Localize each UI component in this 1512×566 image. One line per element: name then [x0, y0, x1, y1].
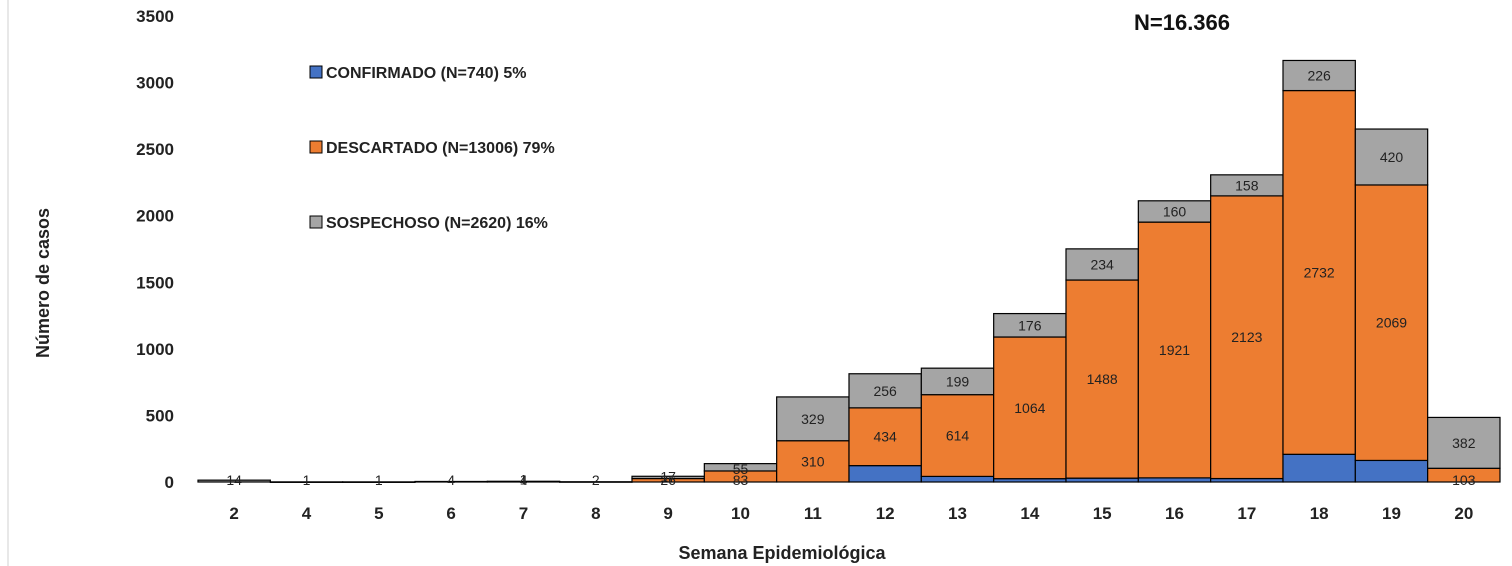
bar-segment — [920, 367, 995, 396]
x-tick-label: 16 — [1165, 504, 1184, 523]
data-label: 4 — [447, 472, 455, 488]
legend-label: SOSPECHOSO (N=2620) 16% — [326, 215, 548, 232]
x-tick-label: 7 — [519, 504, 528, 523]
x-tick-label: 14 — [1020, 504, 1039, 523]
y-tick-label: 3000 — [136, 74, 174, 93]
data-label: 434 — [873, 429, 897, 445]
x-tick-label: 18 — [1310, 504, 1329, 523]
x-tick-label: 17 — [1237, 504, 1256, 523]
y-tick-label: 1000 — [136, 340, 174, 359]
data-label: 55 — [733, 461, 749, 477]
bar-segment — [1427, 416, 1501, 469]
bar-segment — [1210, 195, 1284, 480]
x-tick-label: 4 — [302, 504, 312, 523]
data-label: 1 — [303, 472, 311, 488]
data-label: 310 — [801, 453, 825, 469]
legend-label: DESCARTADO (N=13006) 79% — [326, 140, 555, 157]
x-tick-label: 20 — [1454, 504, 1473, 523]
y-tick-label: 0 — [165, 473, 174, 492]
x-tick-label: 2 — [229, 504, 238, 523]
data-label: 83 — [733, 472, 749, 488]
y-axis: 0 500 1000 1500 2000 2500 3000 3500 — [136, 7, 174, 492]
data-label: 329 — [801, 411, 825, 427]
data-label: 256 — [873, 383, 897, 399]
x-axis-title: Semana Epidemiológica — [678, 543, 886, 563]
x-tick-label: 8 — [591, 504, 600, 523]
data-label: 1064 — [1014, 400, 1045, 416]
bar-segment — [776, 396, 850, 442]
legend: CONFIRMADO (N=740) 5% DESCARTADO (N=13006… — [309, 65, 555, 232]
y-tick-label: 2500 — [136, 140, 174, 159]
x-tick-label: 10 — [731, 504, 750, 523]
data-label: 226 — [1307, 68, 1331, 84]
y-tick-label: 2000 — [136, 207, 174, 226]
data-label: 1 — [520, 471, 528, 487]
bar-segment — [1137, 221, 1212, 479]
bars — [197, 59, 1501, 483]
data-label: 2 — [592, 472, 600, 488]
x-tick-label: 6 — [446, 504, 455, 523]
data-label: 1488 — [1087, 371, 1118, 387]
bar-segment — [1065, 248, 1139, 281]
legend-swatch — [309, 215, 323, 229]
bar-segment — [1282, 89, 1356, 455]
data-label: 1 — [375, 472, 383, 488]
legend-swatch — [309, 65, 323, 79]
bar-segment — [776, 440, 850, 483]
bar-segment — [1282, 453, 1356, 483]
bar-segment — [1354, 459, 1429, 483]
y-tick-label: 3500 — [136, 7, 174, 26]
legend-label: CONFIRMADO (N=740) 5% — [326, 65, 526, 82]
data-label: 614 — [946, 428, 970, 444]
bar-segment — [1282, 59, 1356, 92]
data-label: 199 — [946, 373, 970, 389]
data-label: 4 — [520, 472, 528, 488]
data-label: 14 — [226, 472, 242, 488]
x-axis: 2 4 5 6 7 8 9 10 11 12 13 14 15 16 17 18 19 20 — [198, 481, 1500, 523]
bar-segment — [1065, 279, 1139, 479]
x-tick-label: 15 — [1093, 504, 1112, 523]
x-tick-label: 12 — [876, 504, 895, 523]
data-label: 176 — [1018, 317, 1042, 333]
bar-segment — [848, 407, 922, 467]
data-label: 26 — [660, 472, 676, 488]
data-label: 234 — [1090, 256, 1114, 272]
data-label: 2123 — [1231, 329, 1262, 345]
data-label: 2069 — [1376, 315, 1407, 331]
bar-segment — [848, 465, 922, 483]
data-label: 2732 — [1304, 264, 1335, 280]
x-tick-label: 5 — [374, 504, 383, 523]
bar-segment — [1354, 128, 1429, 186]
x-tick-label: 11 — [804, 504, 822, 523]
data-label: 420 — [1380, 149, 1404, 165]
x-tick-label: 9 — [663, 504, 672, 523]
data-label: 1921 — [1159, 342, 1190, 358]
bar-segment — [1137, 477, 1212, 483]
data-label: 103 — [1452, 472, 1476, 488]
x-tick-label: 19 — [1382, 504, 1401, 523]
y-tick-label: 500 — [146, 406, 174, 425]
data-label: 382 — [1452, 435, 1476, 451]
y-axis-title: Número de casos — [33, 208, 53, 358]
chart-title: N=16.366 — [1134, 10, 1230, 35]
data-label: 160 — [1163, 203, 1187, 219]
legend-swatch — [309, 140, 323, 154]
bar-segment — [197, 479, 271, 483]
bar-segment — [1354, 184, 1429, 462]
data-label: 17 — [660, 469, 676, 485]
x-tick-label: 13 — [948, 504, 967, 523]
bar-segment — [848, 373, 922, 409]
data-label: 158 — [1235, 177, 1259, 193]
y-tick-label: 1500 — [136, 273, 174, 292]
bar-segment — [920, 475, 995, 483]
